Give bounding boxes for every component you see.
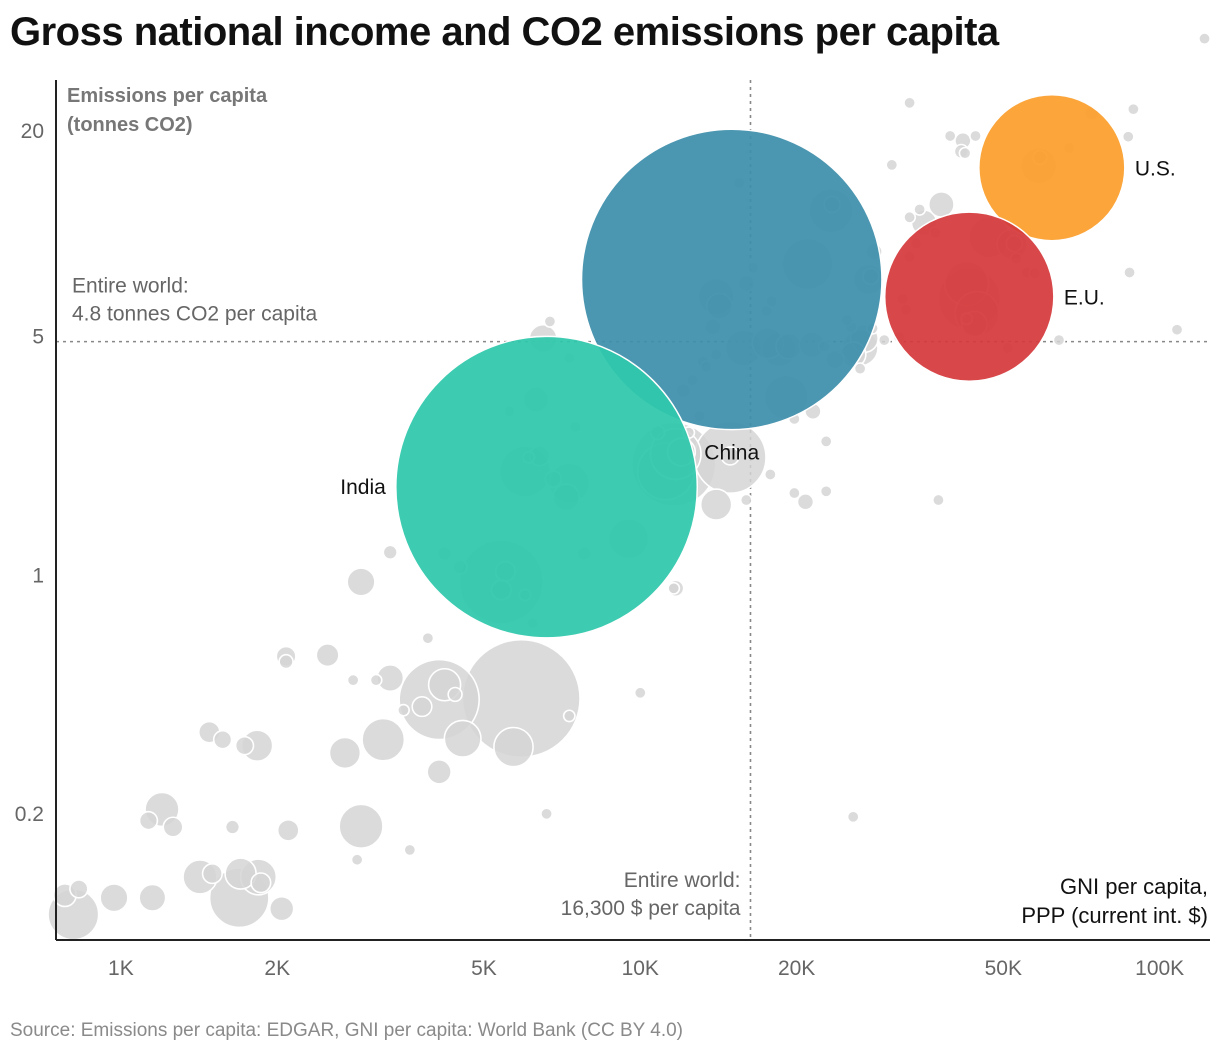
country-bubble [787, 486, 801, 500]
country-bubble [969, 129, 982, 143]
x-axis-title: GNI per capita, [1060, 874, 1208, 899]
label-eu: E.U. [1064, 287, 1105, 310]
annotations: Emissions per capita (tonnes CO2) GNI per … [67, 85, 1208, 928]
country-bubble [99, 883, 129, 913]
bubble-china [580, 128, 883, 431]
axes: 1K 2K 5K 10K 20K 50K 100K 20 5 1 0.2 [15, 80, 1210, 980]
country-bubble [443, 719, 482, 758]
country-bubble [913, 202, 927, 216]
chart-title: Gross national income and CO2 emissions … [10, 10, 999, 54]
country-bubble [796, 493, 815, 511]
x-tick-label: 50K [985, 957, 1022, 980]
country-bubble [447, 686, 463, 703]
country-bubble [138, 810, 159, 831]
country-bubble [1170, 323, 1184, 337]
x-axis-title: PPP (current int. $) [1021, 903, 1208, 928]
country-bubble [958, 146, 972, 160]
country-bubble [927, 191, 955, 218]
world-emissions-label: Entire world: [72, 275, 189, 298]
country-bubble [201, 862, 223, 885]
country-bubble [885, 158, 899, 172]
x-tick-label: 20K [778, 957, 815, 980]
x-tick-label: 100K [1135, 957, 1184, 980]
country-bubble [346, 567, 376, 597]
bubble-us [978, 93, 1126, 242]
x-tick-label: 10K [622, 957, 659, 980]
label-us: U.S. [1135, 158, 1176, 181]
country-bubble [350, 853, 364, 867]
y-axis-title: Emissions per capita [67, 85, 268, 107]
country-bubble [877, 333, 891, 347]
country-bubble [493, 726, 534, 768]
country-bubble [421, 631, 435, 645]
country-bubble [633, 686, 647, 700]
country-bubble [903, 210, 917, 224]
country-bubble [562, 709, 576, 723]
country-bubble [543, 314, 557, 328]
source-note: Source: Emissions per capita: EDGAR, GNI… [10, 1020, 683, 1041]
country-bubble [540, 807, 554, 821]
y-tick-label: 0.2 [15, 803, 44, 826]
x-tick-label: 2K [264, 957, 290, 980]
world-emissions-label: 4.8 tonnes CO2 per capita [72, 303, 317, 326]
country-bubble [720, 446, 740, 466]
country-bubble [250, 872, 272, 894]
country-bubble [268, 895, 295, 922]
country-bubble [69, 879, 89, 899]
country-bubble [234, 735, 255, 756]
country-bubble [403, 843, 417, 857]
y-tick-label: 5 [32, 326, 44, 349]
country-bubble [426, 759, 452, 785]
country-bubble [382, 544, 398, 561]
country-bubble [1123, 266, 1137, 279]
country-bubble [1052, 333, 1066, 347]
country-bubble [1126, 102, 1140, 116]
country-bubble [903, 96, 917, 110]
world-gni-label: Entire world: [624, 869, 741, 892]
country-bubble [699, 488, 733, 521]
country-bubble [315, 643, 340, 668]
country-bubble [346, 673, 360, 687]
country-bubble [943, 129, 957, 143]
country-bubble [931, 493, 945, 507]
country-bubble [361, 717, 406, 762]
country-bubble [162, 816, 184, 838]
y-tick-label: 20 [21, 120, 44, 143]
label-india: India [340, 476, 386, 499]
country-bubble [278, 653, 294, 670]
country-bubble [369, 673, 383, 687]
country-bubble [846, 810, 860, 824]
x-tick-label: 5K [471, 957, 497, 980]
country-bubble [276, 818, 300, 842]
bubble-india [395, 335, 699, 639]
country-bubble [328, 736, 362, 770]
highlight-bubbles [395, 93, 1126, 639]
country-bubble [224, 819, 241, 835]
country-bubble [397, 703, 410, 717]
y-tick-label: 1 [32, 564, 44, 587]
country-bubble [212, 729, 233, 750]
country-bubble [338, 803, 384, 849]
country-bubble [763, 468, 777, 481]
country-bubble [1198, 32, 1211, 46]
label-china: China [704, 442, 759, 465]
bubble-eu [883, 211, 1055, 382]
x-tick-label: 1K [108, 957, 134, 980]
y-axis-title: (tonnes CO2) [67, 114, 193, 136]
country-bubble [138, 883, 167, 912]
country-bubble [667, 581, 681, 595]
world-gni-label: 16,300 $ per capita [561, 897, 741, 920]
country-bubble [1121, 130, 1135, 144]
country-bubble [739, 493, 753, 507]
country-bubble [853, 362, 867, 376]
country-bubble [411, 695, 433, 718]
country-bubble [819, 434, 833, 448]
country-bubble [819, 484, 833, 498]
